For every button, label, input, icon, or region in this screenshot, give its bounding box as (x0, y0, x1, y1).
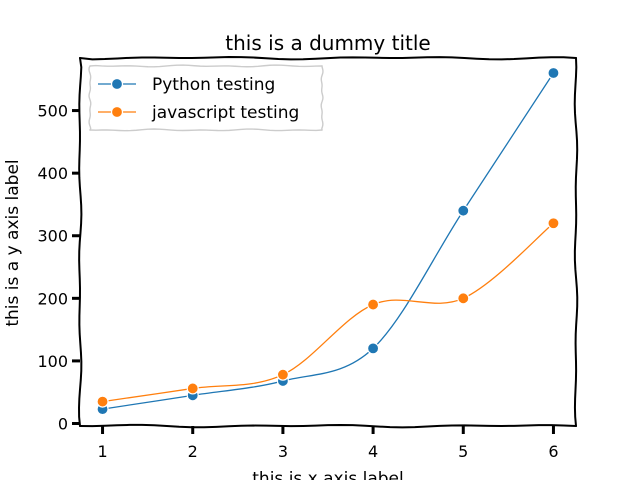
legend-border-bottom (89, 128, 323, 132)
y-tick-label: 300 (37, 227, 68, 246)
legend-marker (110, 77, 124, 91)
y-axis-label: this is a y axis label (3, 159, 23, 326)
x-tick-label: 6 (548, 442, 558, 461)
legend-border-top (89, 64, 323, 68)
data-point (547, 66, 560, 80)
x-tick-label: 5 (458, 442, 468, 461)
legend-marker (110, 105, 124, 119)
y-tick-label: 200 (37, 289, 68, 308)
legend-border-left (88, 65, 92, 131)
data-point (276, 368, 290, 381)
chart-title: this is a dummy title (225, 31, 430, 55)
series-line (102, 222, 554, 403)
plot-frame (78, 56, 579, 429)
data-point (457, 204, 470, 217)
legend-label: javascript testing (151, 103, 299, 123)
x-tick-label: 2 (188, 442, 198, 461)
data-point (186, 382, 199, 395)
y-tick-label: 500 (37, 102, 68, 121)
x-tick-label: 4 (368, 442, 378, 461)
x-axis-ticks: 1 2 3 4 5 6 (97, 426, 559, 461)
legend-border-right (320, 65, 324, 131)
legend-label: Python testing (152, 75, 275, 95)
plot-border-bottom (79, 423, 577, 429)
data-point (366, 298, 380, 311)
legend-background (90, 66, 322, 130)
y-tick-label: 0 (58, 414, 68, 433)
x-tick-label: 1 (97, 442, 107, 461)
data-point (547, 217, 560, 230)
plot-border-right (573, 57, 579, 427)
data-point (96, 395, 109, 408)
series-layer (96, 66, 560, 416)
plot-border-left (78, 57, 83, 427)
y-tick-label: 100 (37, 352, 68, 371)
x-axis-label: this is x axis label (252, 469, 403, 480)
plot-border-top (79, 56, 577, 61)
data-point (457, 292, 470, 305)
x-tick-label: 3 (278, 442, 288, 461)
legend: Python testing javascript testing (88, 64, 324, 132)
data-point (366, 342, 380, 355)
y-axis-ticks: 0 100 200 300 400 500 (37, 102, 80, 433)
y-tick-label: 400 (37, 164, 68, 183)
series-2 (96, 217, 560, 408)
